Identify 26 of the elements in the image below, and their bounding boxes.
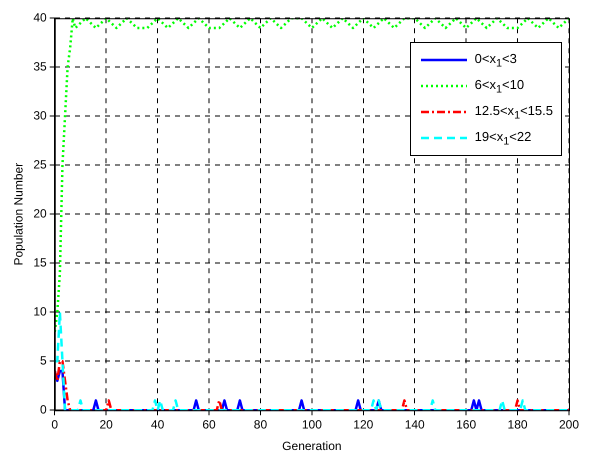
y-tick-label: 20 — [33, 206, 48, 221]
x-tick-label: 20 — [99, 418, 114, 432]
legend-label: 6<x$_{1}$<10 — [474, 76, 524, 96]
x-tick-label: 160 — [456, 418, 476, 432]
x-tick-label: 200 — [558, 418, 580, 432]
y-tick-label: 0 — [40, 402, 48, 417]
x-tick-label: 140 — [404, 418, 426, 432]
x-axis-title: Generation — [282, 439, 342, 454]
y-tick-label: 5 — [40, 354, 48, 368]
x-tick-label: 40 — [150, 418, 165, 432]
y-tick-label: 25 — [33, 158, 48, 172]
x-tick-label: 0 — [51, 418, 58, 432]
y-tick-label: 15 — [33, 256, 48, 270]
x-tick-label: 60 — [202, 418, 216, 432]
y-tick-label: 30 — [33, 108, 48, 123]
x-tick-label: 120 — [353, 418, 374, 432]
y-tick-label: 40 — [33, 10, 48, 25]
x-tick-label: 80 — [254, 418, 268, 432]
legend-label: 0<x$_{1}$<3 — [474, 50, 517, 70]
x-tick-label: 180 — [508, 418, 528, 432]
legend-label: 19<x$_{1}$<22 — [474, 128, 532, 148]
x-tick-label: 100 — [302, 418, 322, 432]
y-tick-label: 10 — [33, 304, 48, 319]
y-tick-label: 35 — [33, 60, 48, 74]
legend-label: 12.5<x$_{1}$<15.5 — [474, 102, 553, 122]
y-axis-title: Population Number — [12, 162, 26, 266]
